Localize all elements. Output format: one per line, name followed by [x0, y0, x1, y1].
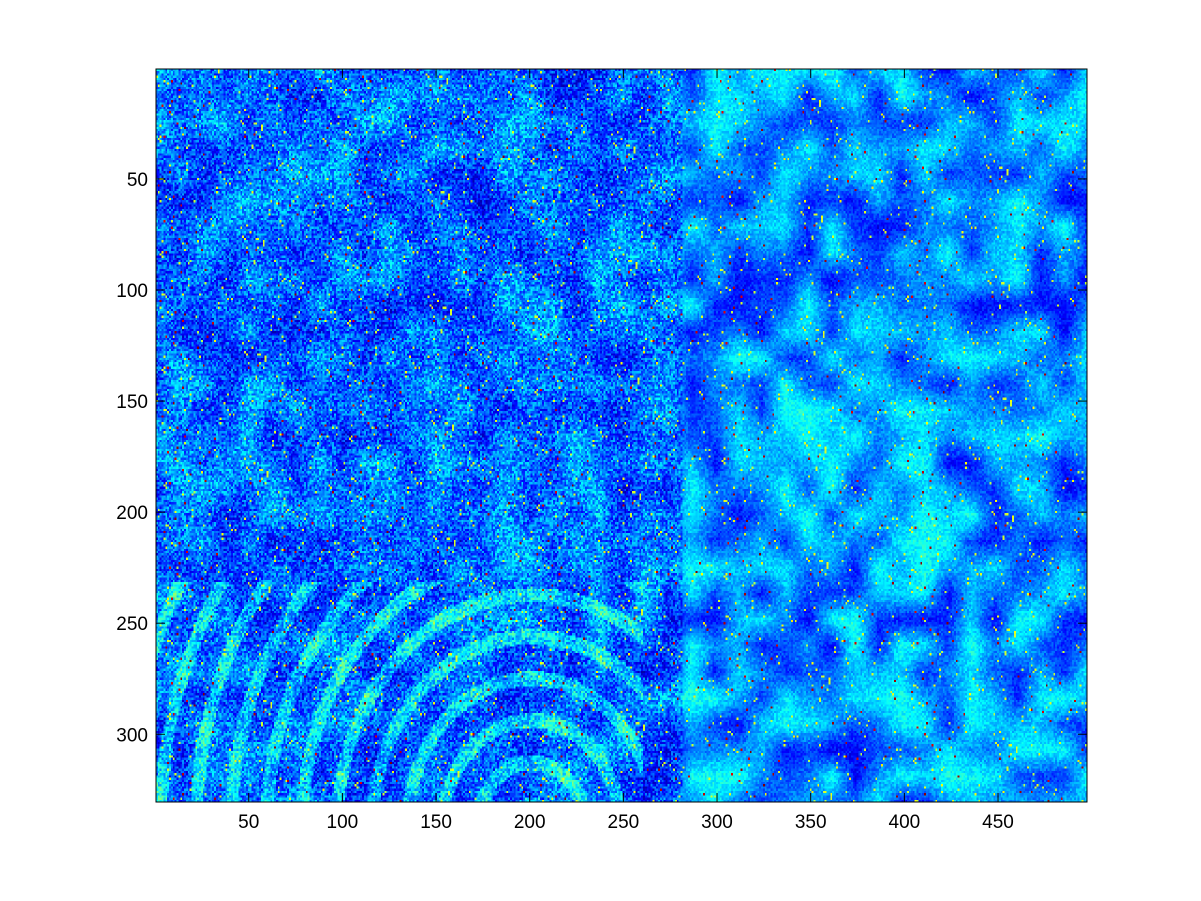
x-tick-label: 450 [982, 812, 1014, 833]
x-tick-label: 100 [327, 812, 359, 833]
y-axis: 50 100 150 200 250 300 [116, 170, 1087, 746]
x-tick-label: 400 [889, 812, 921, 833]
y-tick-label: 50 [127, 170, 148, 191]
x-tick-label: 250 [608, 812, 640, 833]
x-tick-label: 50 [238, 812, 259, 833]
x-tick-label: 350 [795, 812, 827, 833]
y-tick-label: 250 [116, 614, 148, 635]
y-tick-label: 100 [116, 281, 148, 302]
y-tick-label: 200 [116, 503, 148, 524]
heatmap-image [156, 69, 1087, 802]
x-tick-label: 300 [701, 812, 733, 833]
axes-frame [155, 68, 1088, 803]
y-tick-label: 150 [116, 392, 148, 413]
x-axis: 50 100 150 200 250 300 350 400 450 [238, 69, 1014, 833]
x-tick-label: 150 [420, 812, 452, 833]
x-tick-label: 200 [514, 812, 546, 833]
y-tick-label: 300 [116, 725, 148, 746]
